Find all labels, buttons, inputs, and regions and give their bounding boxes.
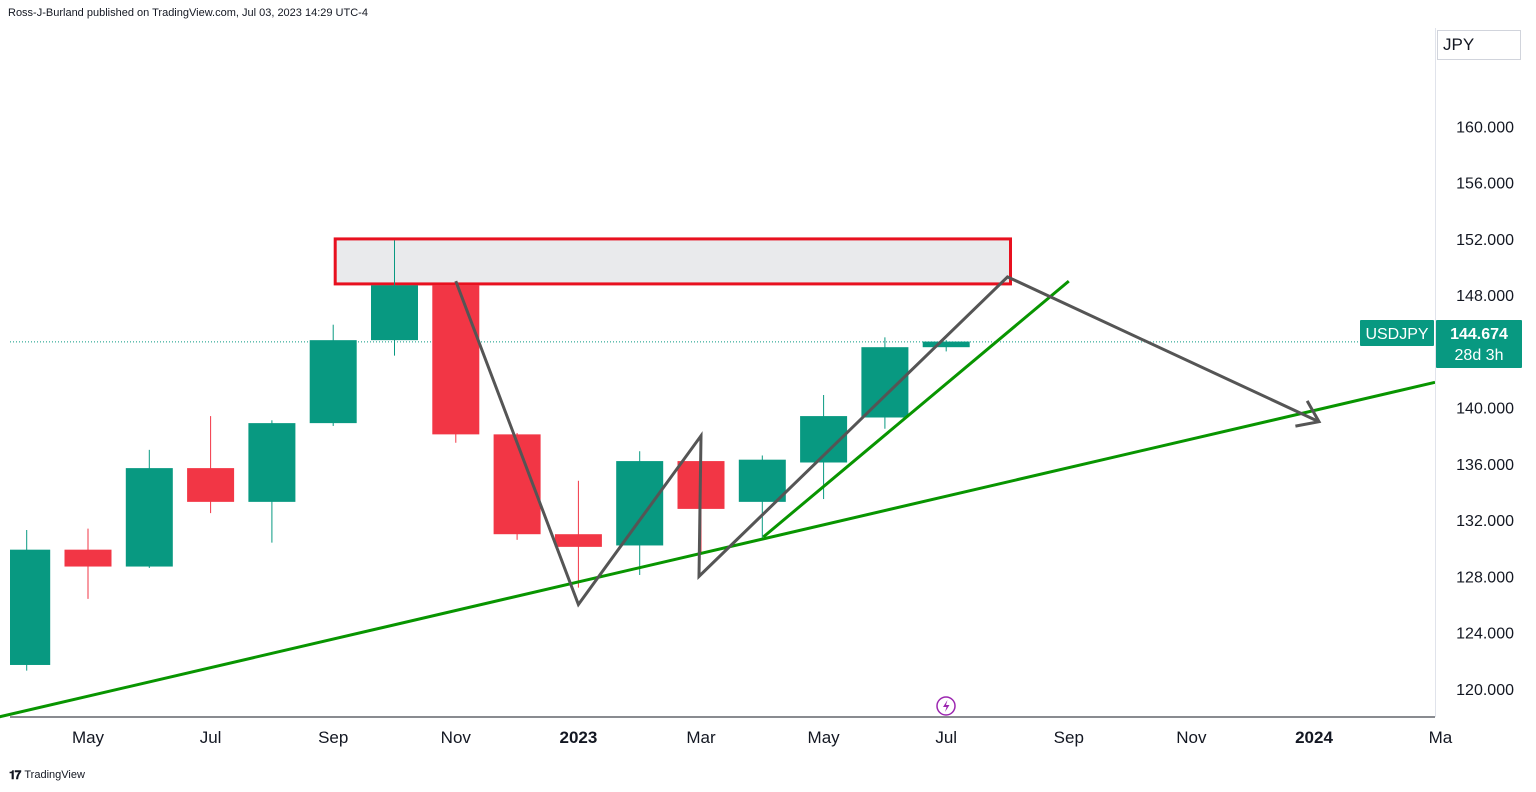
candle[interactable] bbox=[616, 451, 664, 575]
y-tick-label: 140.000 bbox=[1456, 401, 1514, 418]
resistance-zone[interactable] bbox=[333, 237, 1012, 286]
candle[interactable] bbox=[922, 340, 970, 352]
footer-brand[interactable]: TradingView bbox=[24, 769, 85, 781]
candle-body bbox=[616, 461, 664, 546]
y-tick-label: 160.000 bbox=[1456, 119, 1514, 136]
candle-body bbox=[187, 468, 235, 502]
candle-body bbox=[922, 341, 970, 348]
y-tick-label: 136.000 bbox=[1456, 457, 1514, 474]
y-tick-label: 156.000 bbox=[1456, 176, 1514, 193]
projection-path[interactable] bbox=[454, 275, 1320, 608]
y-tick-label: 152.000 bbox=[1456, 232, 1514, 249]
projection-arrowhead bbox=[1295, 400, 1322, 428]
candle[interactable] bbox=[187, 416, 235, 514]
event-marker-icon[interactable] bbox=[936, 696, 956, 716]
symbol-label: USDJPY bbox=[1365, 326, 1428, 343]
y-tick-label: 124.000 bbox=[1456, 626, 1514, 643]
x-tick-label: May bbox=[72, 728, 105, 747]
candle[interactable] bbox=[248, 420, 296, 543]
x-tick-label: 2023 bbox=[559, 728, 597, 747]
candle[interactable] bbox=[738, 455, 786, 539]
x-tick-label: May bbox=[808, 728, 841, 747]
candle[interactable] bbox=[10, 529, 51, 671]
candle[interactable] bbox=[125, 449, 173, 568]
candle-body bbox=[64, 549, 112, 567]
candle-body bbox=[371, 285, 418, 341]
y-tick-label: 120.000 bbox=[1456, 682, 1514, 699]
candle-body bbox=[554, 534, 602, 547]
symbol-label-bg bbox=[1360, 320, 1434, 346]
candle[interactable] bbox=[64, 528, 112, 599]
x-tick-label: Jul bbox=[200, 728, 222, 747]
y-tick-label: 128.000 bbox=[1456, 569, 1514, 586]
candle[interactable] bbox=[432, 282, 480, 443]
last-price-label-bg bbox=[1436, 320, 1522, 368]
short-trendline[interactable] bbox=[762, 279, 1070, 539]
rising-trendline[interactable] bbox=[0, 380, 1436, 719]
footer: 𝟏𝟕 TradingView bbox=[9, 767, 85, 783]
candle[interactable] bbox=[554, 480, 602, 588]
x-tick-label: Nov bbox=[1176, 728, 1207, 747]
candle[interactable] bbox=[800, 394, 848, 500]
candle-body bbox=[10, 549, 51, 665]
x-tick-label: 2024 bbox=[1295, 728, 1333, 747]
candle-body bbox=[248, 423, 296, 502]
x-tick-label: Jul bbox=[935, 728, 957, 747]
x-tick-label: Sep bbox=[1054, 728, 1084, 747]
currency-selector[interactable]: JPY bbox=[1437, 30, 1521, 60]
y-tick-label: 132.000 bbox=[1456, 513, 1514, 530]
x-tick-label: Mar bbox=[686, 728, 716, 747]
x-tick-label: Nov bbox=[441, 728, 472, 747]
candle-body bbox=[309, 340, 357, 424]
last-price-label: 144.674 bbox=[1450, 326, 1508, 343]
candle-body bbox=[125, 468, 173, 567]
candle[interactable] bbox=[861, 337, 909, 429]
x-tick-label: Ma bbox=[1429, 728, 1453, 747]
candle-body bbox=[432, 285, 480, 435]
x-tick-label: Sep bbox=[318, 728, 348, 747]
publish-attribution: Ross-J-Burland published on TradingView.… bbox=[8, 7, 368, 19]
bar-countdown-label: 28d 3h bbox=[1455, 347, 1504, 364]
candle-body bbox=[861, 347, 909, 418]
y-tick-label: 148.000 bbox=[1456, 288, 1514, 305]
candle[interactable] bbox=[371, 240, 418, 356]
candle-body bbox=[738, 459, 786, 502]
tradingview-logo-icon: 𝟏𝟕 bbox=[9, 767, 21, 782]
candle[interactable] bbox=[309, 324, 357, 426]
